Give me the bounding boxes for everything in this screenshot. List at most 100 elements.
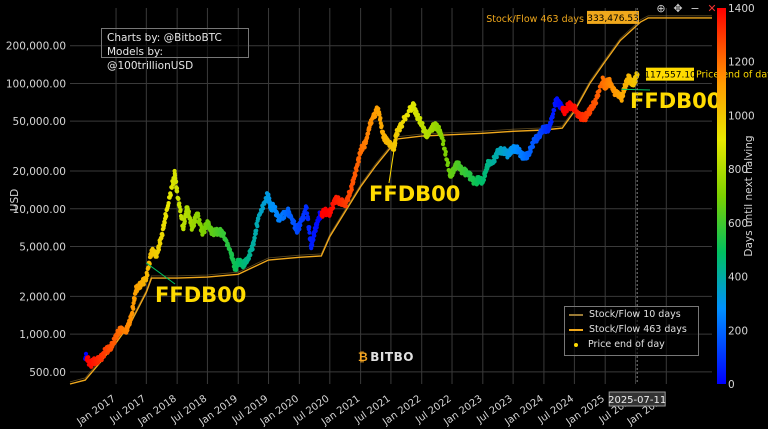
price-point [397, 128, 402, 133]
colorbar-tick-label: 1000 [728, 110, 755, 122]
price-point [378, 116, 383, 121]
price-point [400, 124, 405, 129]
price-point [395, 132, 400, 137]
price-point [146, 265, 151, 270]
stock-flow-463-path [69, 17, 712, 385]
price-point [256, 216, 261, 221]
price-point [573, 105, 578, 110]
stock-flow-463-line [69, 17, 712, 385]
credits-box: Charts by: @BitboBTC Models by: @100tril… [101, 28, 249, 72]
callout-price-name: Price end of day [696, 70, 768, 81]
annotation-label: FFDB00 [155, 283, 246, 307]
price-point [604, 85, 609, 90]
y-tick-label: 10,000.00 [13, 204, 66, 216]
y-tick-label: 200,000.00 [6, 41, 66, 53]
price-point [328, 210, 333, 215]
y-axis-ticks: 500.00 1,000.00 2,000.00 5,000.00 10,000.00 2… [6, 41, 66, 379]
price-point [351, 180, 356, 185]
price-point [418, 116, 423, 121]
price-point [440, 142, 446, 147]
price-point [420, 121, 425, 126]
legend-item-sf10[interactable]: Stock/Flow 10 days [565, 307, 698, 322]
y-tick-label: 20,000.00 [13, 166, 66, 178]
price-point [373, 114, 378, 119]
price-point [255, 224, 260, 229]
price-point [101, 354, 107, 359]
price-point [356, 159, 361, 164]
price-point [145, 273, 150, 278]
price-point [549, 119, 554, 124]
price-point [305, 211, 310, 216]
colorbar-tick-label: 1400 [728, 3, 755, 15]
credits-models: Models by: @100trillionUSD [107, 46, 194, 72]
price-point [248, 252, 253, 258]
crosshair-date-box [608, 391, 666, 407]
price-point [230, 253, 235, 258]
price-point [331, 205, 336, 210]
price-point [166, 201, 171, 206]
zoom-in-icon[interactable]: ⊕ [656, 2, 666, 15]
colorbar-tick-label: 600 [728, 218, 748, 230]
colorbar-label: Days until next halving [743, 135, 755, 256]
close-icon[interactable]: ✕ [707, 2, 717, 15]
price-point [310, 242, 315, 248]
price-point [366, 131, 371, 136]
price-point [191, 223, 197, 228]
price-point [307, 230, 312, 235]
minus-icon[interactable]: − [690, 2, 700, 15]
colorbar-tick-label: 400 [728, 272, 748, 284]
stock-flow-10-path [69, 15, 712, 383]
legend-label: Stock/Flow 10 days [589, 309, 681, 320]
price-point [83, 351, 89, 356]
price-point [99, 357, 104, 363]
price-point [175, 189, 180, 194]
price-point [468, 171, 473, 176]
price-point [343, 203, 349, 209]
annotation-label: FFDB00 [630, 89, 721, 113]
price-point [160, 233, 165, 238]
price-point [174, 186, 180, 191]
grid [70, 8, 712, 384]
y-tick-label: 2,000.00 [19, 291, 66, 303]
callout-price-box [646, 67, 694, 81]
price-point [379, 123, 384, 128]
price-point [621, 93, 626, 99]
price-point [403, 117, 408, 122]
price-point [254, 228, 259, 233]
price-point [530, 144, 536, 149]
price-point [377, 112, 382, 117]
price-point [405, 113, 411, 118]
price-point [634, 72, 640, 78]
stock-flow-10-line [69, 15, 712, 383]
callout-sf463-box [587, 10, 639, 24]
brand-logo: ₿ BITBO [358, 350, 414, 364]
legend-item-price[interactable]: Price end of day [565, 337, 698, 352]
price-point [482, 173, 488, 179]
annotation-connector [621, 88, 651, 91]
price-point [164, 214, 169, 219]
price-point [365, 135, 370, 140]
price-point [156, 247, 161, 252]
price-point [141, 282, 146, 287]
colorbar-tick-label: 0 [728, 379, 735, 391]
price-point [441, 138, 446, 143]
price-point [178, 207, 183, 212]
legend-item-sf463[interactable]: Stock/Flow 463 days [565, 322, 698, 337]
price-point [481, 177, 486, 183]
price-point [266, 192, 271, 197]
pan-icon[interactable]: ✥ [673, 2, 683, 15]
price-point [355, 162, 360, 167]
price-point [158, 241, 163, 246]
price-point [446, 160, 451, 165]
colorbar [717, 8, 726, 384]
price-point [596, 93, 601, 98]
y-tick-label: 500.00 [29, 367, 66, 379]
price-point [260, 206, 266, 211]
price-point [112, 340, 117, 345]
price-point [127, 320, 133, 325]
price-point [250, 247, 255, 252]
price-point [494, 155, 499, 160]
price-point [177, 201, 182, 206]
